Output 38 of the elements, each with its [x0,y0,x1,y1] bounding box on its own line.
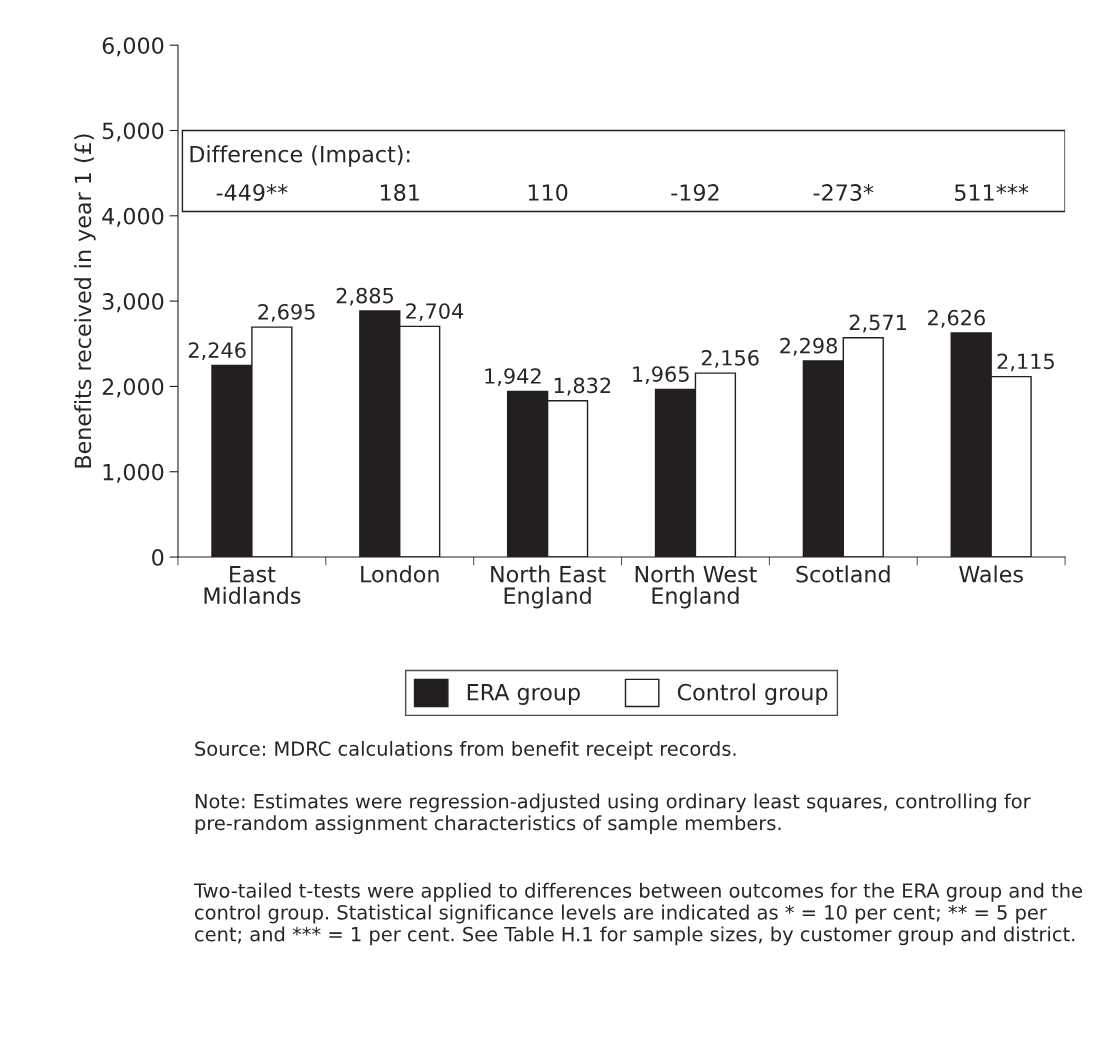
y-tick-label: 2,000 [102,378,164,398]
y-tick-label: 6,000 [102,37,164,57]
text: Note: Estimates were regression-adjusted using ordinary least squares, controlling for pre-random assignment characteristics of sample members. [195,793,1031,835]
legend-label: Control group [677,683,828,705]
annotation: Difference (Impact): [190,145,410,167]
y-tick-label: 5,000 [102,122,164,142]
source-note: Source: MDRC calculations from benefit receipt records. [195,740,736,760]
data-label: 1,965 [633,366,689,385]
x-tick-label: North East England [491,565,606,609]
data-label: 1,942 [485,368,541,387]
data-label: 2,626 [928,309,985,328]
y-axis-title: Benefits received in year 1 (£) [74,134,96,468]
text: Two-tailed t-tests were applied to differences between outcomes for the ERA group and the control group. Statistical significance levels are indicated as * = 10 per cent; ** = 5 per cent; and *** = 1 per cent. See Table H.1 for sample sizes, by customer group and district. [193,882,1082,946]
x-tick-label: Scotland [796,565,890,583]
data-label: 2,571 [849,314,906,333]
x-tick-label: London [361,565,439,583]
x-tick-label: East Midlands [204,566,301,605]
annotation: -449** [216,184,288,201]
data-label: 2,885 [336,287,394,306]
data-label: 2,246 [188,342,246,361]
annotation: 110 [528,184,568,201]
data-label: 1,832 [554,377,611,396]
annotation: 511*** [955,184,1029,201]
y-tick-label: 1,000 [103,463,164,483]
data-label: 2,704 [406,303,464,322]
y-tick-label: 3,000 [102,293,164,313]
data-label: 2,298 [780,337,837,356]
x-tick-label: Wales [959,565,1023,583]
annotation: -273* [813,184,874,201]
data-label: 2,156 [701,349,759,368]
y-tick-label: 4,000 [102,207,164,227]
x-tick-label: North West England [635,565,757,609]
data-label: 2,115 [997,353,1054,372]
annotation: -192 [671,184,719,201]
legend-label: ERA group [467,684,580,705]
data-label: 2,695 [258,303,315,322]
y-tick-label: 0 [152,548,164,566]
annotation: 181 [380,184,419,201]
